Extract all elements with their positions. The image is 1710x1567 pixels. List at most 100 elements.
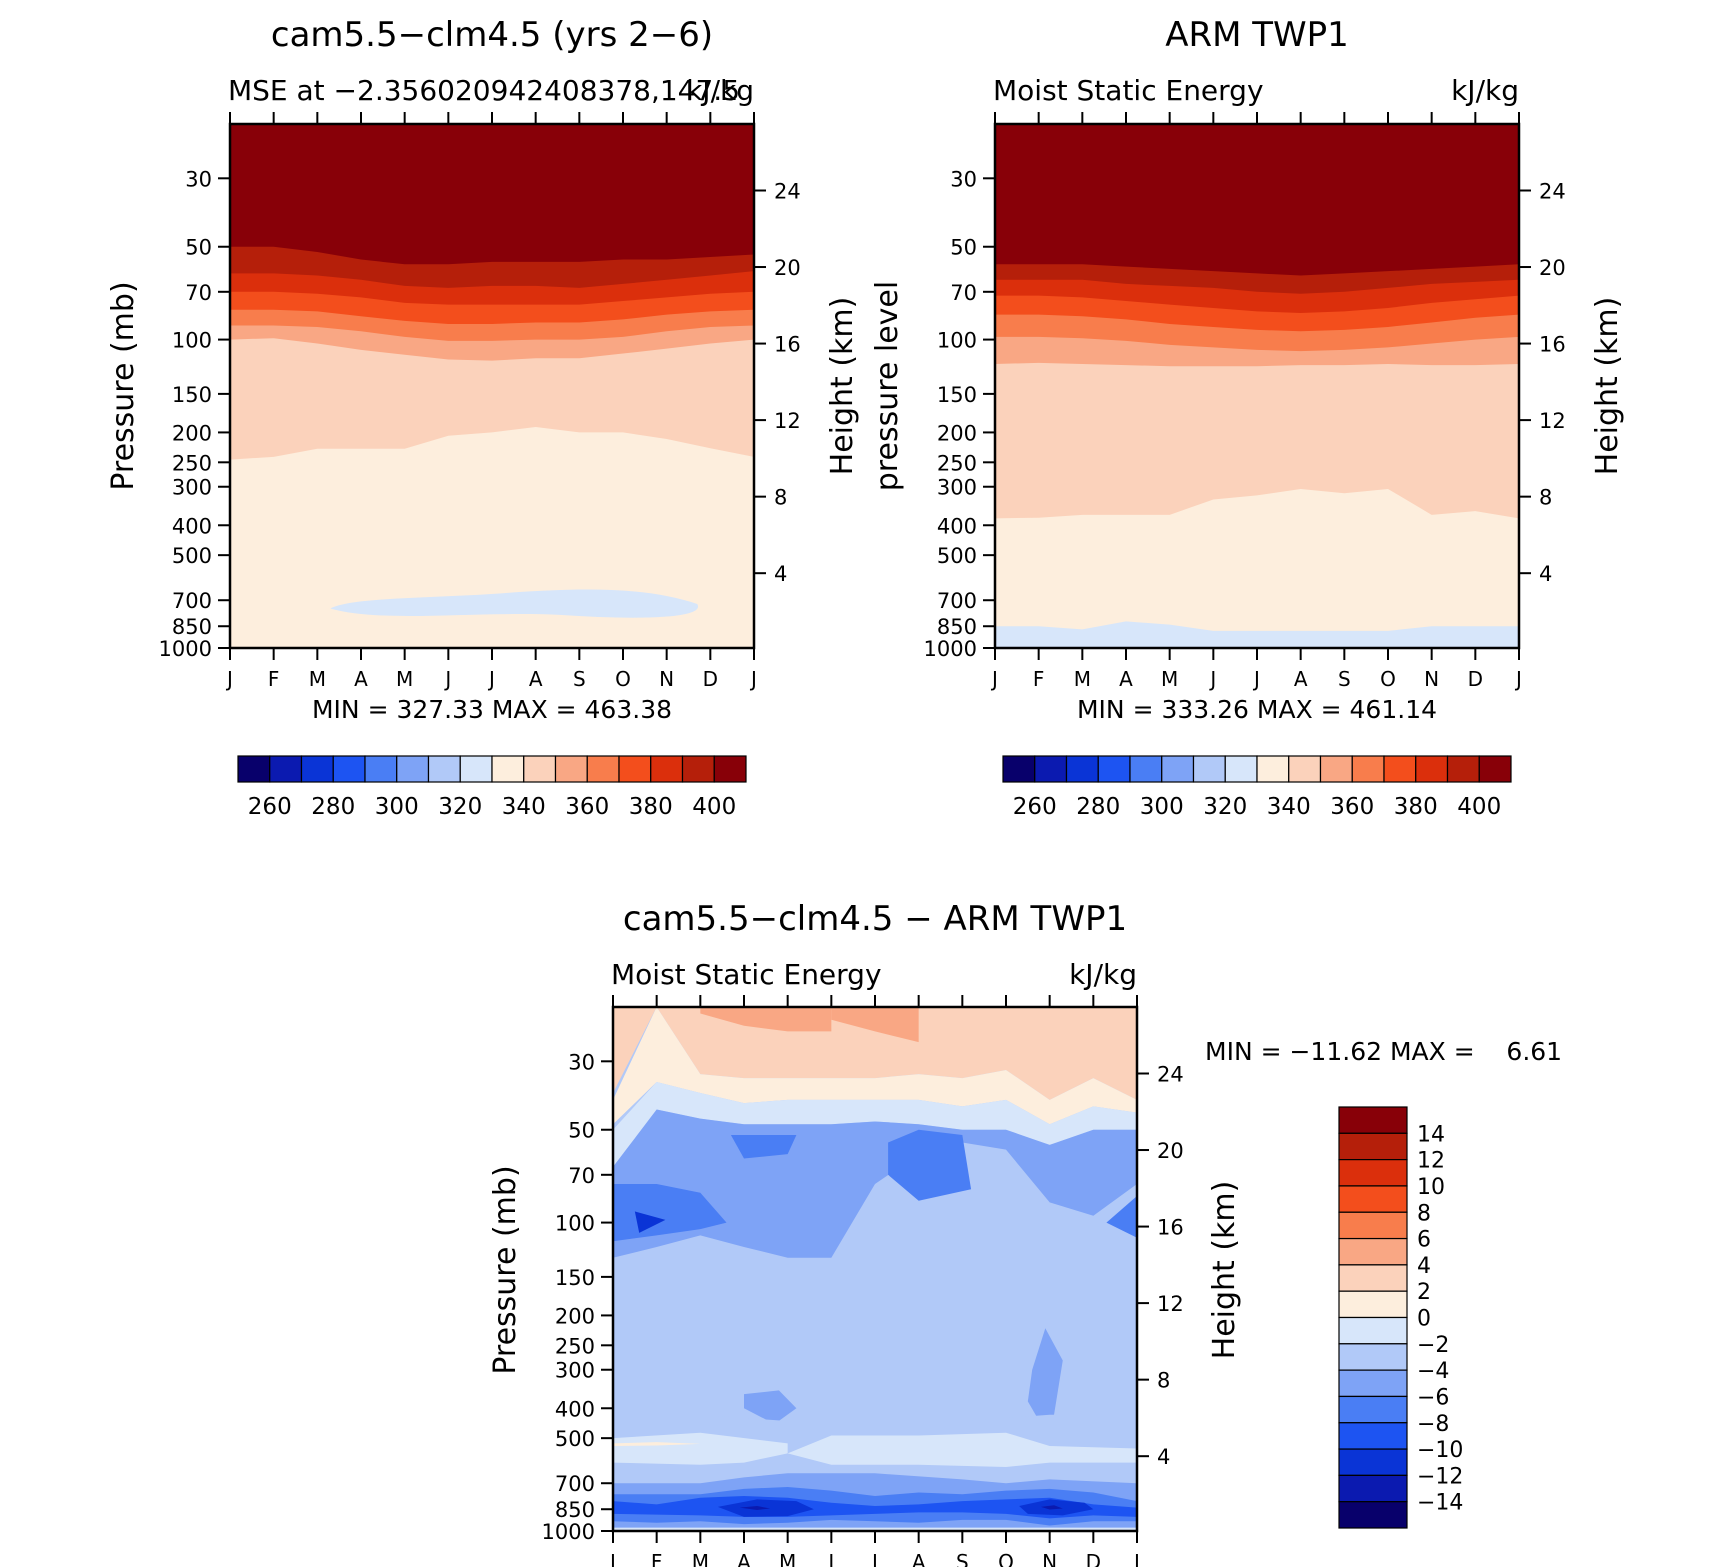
x-tick-label: A <box>354 667 368 691</box>
panel-title: ARM TWP1 <box>1165 15 1349 55</box>
colorbar-box <box>237 755 271 783</box>
colorbar-box <box>1338 1159 1408 1187</box>
colorbar-label: −12 <box>1417 1464 1463 1489</box>
contour-band <box>995 488 1519 648</box>
contour-band <box>995 621 1519 648</box>
x-tick-label: D <box>703 667 718 691</box>
colorbar-label: −6 <box>1417 1385 1449 1410</box>
colorbar-box <box>650 755 684 783</box>
y-tick-label: 100 <box>937 329 977 353</box>
y-tick-label: 200 <box>555 1304 595 1328</box>
colorbar-label: −14 <box>1417 1491 1463 1516</box>
y-tick-label: 150 <box>937 383 977 407</box>
y2-tick-label: 20 <box>774 256 801 280</box>
colorbar-label: 300 <box>375 794 419 820</box>
panel-left-subtitle: Moist Static Energy <box>993 74 1264 107</box>
colorbar-label: 300 <box>1140 794 1184 820</box>
y-tick-label: 250 <box>937 451 977 475</box>
y-tick-label: 850 <box>172 615 212 639</box>
y-tick-label: 300 <box>172 476 212 500</box>
panel-model: cam5.5−clm4.5 (yrs 2−6) MSE at −2.356020… <box>106 15 860 820</box>
x-tick-label: D <box>1468 667 1483 691</box>
y-tick-label: 1000 <box>159 637 212 661</box>
colorbar-box <box>491 755 525 783</box>
colorbar-label: 280 <box>311 794 355 820</box>
x-tick-label: N <box>1424 667 1439 691</box>
contour-region <box>787 1432 1137 1467</box>
colorbar-label: 8 <box>1417 1201 1431 1226</box>
y-tick-label: 300 <box>937 476 977 500</box>
y2-tick-label: 20 <box>1539 256 1566 280</box>
x-tick-label: F <box>1033 667 1045 691</box>
y-tick-label: 500 <box>937 544 977 568</box>
colorbar-label: −2 <box>1417 1333 1449 1358</box>
y-tick-label: 30 <box>950 167 977 191</box>
colorbar-label: 260 <box>248 794 292 820</box>
colorbar-label: 14 <box>1417 1122 1445 1147</box>
panel-left-subtitle: MSE at −2.356020942408378,147.5 <box>228 74 740 107</box>
panel-title: cam5.5−clm4.5 − ARM TWP1 <box>623 899 1127 939</box>
panel-right-subtitle: kJ/kg <box>1069 958 1137 991</box>
x-tick-label: A <box>737 1550 751 1567</box>
y2-tick-label: 12 <box>1157 1292 1184 1316</box>
y-tick-label: 70 <box>950 281 977 305</box>
colorbar-box <box>1338 1343 1408 1371</box>
y2-tick-label: 8 <box>1157 1369 1170 1393</box>
y2-tick-label: 16 <box>774 333 801 357</box>
x-tick-label: M <box>309 667 326 691</box>
y2-tick-label: 24 <box>774 179 801 203</box>
colorbar-box <box>1338 1264 1408 1292</box>
colorbar-box <box>1192 755 1226 783</box>
y2-tick-label: 16 <box>1157 1216 1184 1240</box>
x-tick-label: O <box>1380 667 1396 691</box>
x-tick-label: M <box>779 1550 796 1567</box>
y2-tick-label: 4 <box>774 562 787 586</box>
y-tick-label: 850 <box>937 615 977 639</box>
colorbar-label: 380 <box>629 794 673 820</box>
y2-tick-label: 24 <box>1539 179 1566 203</box>
x-tick-label: J <box>608 1550 616 1567</box>
colorbar-label: 280 <box>1076 794 1120 820</box>
colorbar-box <box>396 755 430 783</box>
colorbar-label: 380 <box>1394 794 1438 820</box>
panel-observation: ARM TWP1 Moist Static Energy kJ/kg 30 50 7… <box>870 15 1625 820</box>
x-tick-label: J <box>1132 1550 1140 1567</box>
y-tick-label: 850 <box>555 1498 595 1522</box>
contour-region <box>634 1211 666 1233</box>
x-tick-label: M <box>1161 667 1178 691</box>
colorbar-label: 2 <box>1417 1280 1431 1305</box>
y2-tick-label: 24 <box>1157 1062 1184 1086</box>
y2-tick-label: 16 <box>1539 333 1566 357</box>
contour-region <box>831 1007 919 1043</box>
colorbar-box <box>1338 1106 1408 1134</box>
x-tick-label: D <box>1086 1550 1101 1567</box>
y-tick-label: 400 <box>555 1397 595 1421</box>
y2-tick-label: 8 <box>1539 486 1552 510</box>
y-tick-label: 70 <box>185 281 212 305</box>
contour-region <box>700 1007 832 1032</box>
colorbar-box <box>1065 755 1099 783</box>
colorbar-label: 320 <box>1203 794 1247 820</box>
contour-region <box>739 1506 771 1511</box>
y-tick-label: 500 <box>555 1427 595 1451</box>
y-tick-label: 700 <box>937 589 977 613</box>
colorbar-label: 260 <box>1013 794 1057 820</box>
y-tick-label: 150 <box>172 383 212 407</box>
y-tick-label: 100 <box>555 1212 595 1236</box>
contour-band <box>230 426 754 648</box>
y2-axis-label: Height (km) <box>1207 1181 1242 1360</box>
y-tick-label: 50 <box>568 1119 595 1143</box>
colorbar-box <box>1319 755 1353 783</box>
colorbar-box <box>459 755 493 783</box>
colorbar-box <box>523 755 557 783</box>
y-tick-label: 300 <box>555 1359 595 1383</box>
colorbar-label: 320 <box>438 794 482 820</box>
colorbar-box <box>1351 755 1385 783</box>
colorbar-box <box>1446 755 1480 783</box>
colorbar-label: −8 <box>1417 1412 1449 1437</box>
colorbar-box <box>1256 755 1290 783</box>
colorbar-label: 0 <box>1417 1307 1431 1332</box>
colorbar-label: 400 <box>1457 794 1501 820</box>
colorbar-label: 4 <box>1417 1254 1431 1279</box>
